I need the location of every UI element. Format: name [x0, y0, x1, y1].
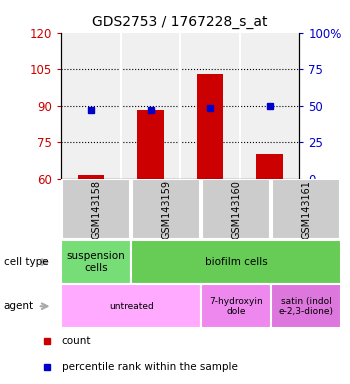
Bar	[271, 284, 341, 328]
Bar	[78, 175, 104, 179]
Text: GSM143158: GSM143158	[91, 180, 101, 239]
Bar	[62, 179, 130, 239]
Bar	[61, 240, 131, 284]
Bar	[202, 179, 270, 239]
Text: satin (indol
e-2,3-dione): satin (indol e-2,3-dione)	[279, 296, 334, 316]
Bar	[272, 179, 340, 239]
Bar	[61, 284, 201, 328]
Bar	[197, 74, 223, 179]
Text: GSM143159: GSM143159	[161, 180, 171, 239]
Bar	[137, 111, 164, 179]
Text: suspension
cells: suspension cells	[67, 251, 126, 273]
Text: count: count	[62, 336, 91, 346]
Title: GDS2753 / 1767228_s_at: GDS2753 / 1767228_s_at	[92, 15, 268, 29]
Text: biofilm cells: biofilm cells	[205, 257, 268, 267]
Text: GSM143160: GSM143160	[231, 180, 241, 239]
Bar	[256, 154, 283, 179]
Bar	[201, 284, 271, 328]
Text: cell type: cell type	[4, 257, 48, 267]
Text: untreated: untreated	[109, 302, 154, 311]
Text: percentile rank within the sample: percentile rank within the sample	[62, 362, 238, 372]
Text: agent: agent	[4, 301, 34, 311]
Bar	[132, 179, 200, 239]
Text: GSM143161: GSM143161	[301, 180, 311, 239]
Text: 7-hydroxyin
dole: 7-hydroxyin dole	[209, 296, 263, 316]
Bar	[131, 240, 341, 284]
